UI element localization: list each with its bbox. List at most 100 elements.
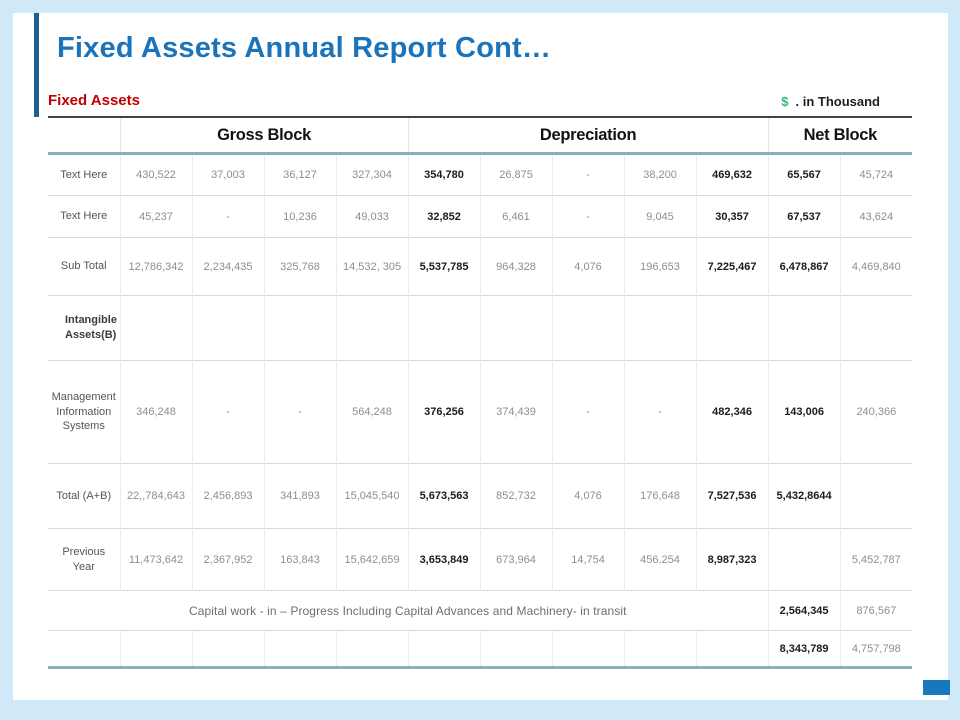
- table-cell: 6,478,867: [767, 237, 841, 296]
- table-cell: 9,045: [623, 195, 697, 238]
- table-cell: 37,003: [191, 153, 264, 196]
- table-cell: 8,987,323: [695, 528, 769, 591]
- row-label-cell: Intangible Assets(B): [48, 295, 120, 361]
- table-cell: [119, 630, 192, 669]
- table-cell: 38,200: [623, 153, 697, 196]
- table-cell: [839, 463, 913, 529]
- table-group-header: Gross Block: [119, 116, 409, 155]
- currency-note: $ . in Thousand: [781, 94, 912, 109]
- merged-caption-cell: Capital work - in – Progress Including C…: [48, 590, 769, 631]
- table-cell: [623, 295, 697, 361]
- table-row: Intangible Assets(B): [48, 295, 913, 361]
- table-header: Gross Block Depreciation Net Block: [48, 116, 913, 155]
- table-cell: 32,852: [407, 195, 481, 238]
- table-cell: 8,343,789: [767, 630, 841, 669]
- table-cell: 4,076: [551, 237, 625, 296]
- table-cell: 6,461: [479, 195, 553, 238]
- table-cell: 5,432,8644: [767, 463, 841, 529]
- row-label-cell: [48, 630, 120, 669]
- table-cell: [263, 630, 336, 669]
- table-cell: 354,780: [407, 153, 481, 196]
- table-row: Capital work - in – Progress Including C…: [48, 590, 913, 631]
- table-caption-row: Fixed Assets $ . in Thousand: [48, 92, 912, 109]
- table-cell: 2,564,345: [767, 590, 841, 631]
- table-cell: 7,527,536: [695, 463, 769, 529]
- table-cell: 10,236: [263, 195, 336, 238]
- table-cell: [335, 630, 409, 669]
- table-cell: 4,076: [551, 463, 625, 529]
- table-cell: 43,624: [839, 195, 913, 238]
- table-cell: [551, 630, 625, 669]
- table-cell: -: [191, 195, 264, 238]
- table-cell: [479, 295, 553, 361]
- table-cell: 5,537,785: [407, 237, 481, 296]
- table-cell: [335, 295, 409, 361]
- table-cell: 564,248: [335, 360, 409, 464]
- table-row: Text Here 45,237-10,236 49,033 32,852 6,461-…: [48, 195, 913, 238]
- table-row: Total (A+B) 22,,784,643 2,456,893 341,893 15…: [48, 463, 913, 529]
- table-cell: 176,648: [623, 463, 697, 529]
- table-row: Management Information Systems 346,248- -5…: [48, 360, 913, 464]
- table-row: Previous Year 11,473,642 2,367,952 163,843 1…: [48, 528, 913, 591]
- table-cell: [767, 528, 841, 591]
- table-cell: 376,256: [407, 360, 481, 464]
- table-cell: 67,537: [767, 195, 841, 238]
- table-cell: 240,366: [839, 360, 913, 464]
- table-cell: 341,893: [263, 463, 336, 529]
- row-label-cell: Total (A+B): [48, 463, 120, 529]
- table-cell: [695, 630, 769, 669]
- table-cell: -: [263, 360, 336, 464]
- table-cell: [407, 295, 481, 361]
- table-cell: [623, 630, 697, 669]
- table-cell: 852,732: [479, 463, 553, 529]
- table-cell: 30,357: [695, 195, 769, 238]
- table-body: Text Here 430,522 37,003 36,127 327,304 354,7…: [48, 153, 913, 669]
- table-cell: -: [551, 360, 625, 464]
- table-cell: [191, 630, 264, 669]
- table-cell: -: [551, 153, 625, 196]
- table-cell: 456.254: [623, 528, 697, 591]
- table-group-header: Net Block: [767, 116, 913, 155]
- table-cell: [407, 630, 481, 669]
- table-cell: 14,754: [551, 528, 625, 591]
- section-title: Fixed Assets: [48, 92, 140, 109]
- table-cell: 45,237: [119, 195, 192, 238]
- table-cell: 163,843: [263, 528, 336, 591]
- fixed-assets-table: Gross Block Depreciation Net Block Text He…: [48, 116, 913, 669]
- table-cell: 143,006: [767, 360, 841, 464]
- table-cell: 430,522: [119, 153, 192, 196]
- dollar-sign: $: [781, 94, 789, 109]
- table-cell: [695, 295, 769, 361]
- row-label-cell: Text Here: [48, 153, 120, 196]
- table-cell: 45,724: [839, 153, 913, 196]
- table-cell: 2,234,435: [191, 237, 264, 296]
- table-cell: [263, 295, 336, 361]
- currency-note-text: . in Thousand: [795, 94, 881, 109]
- table-cell: 876,567: [839, 590, 913, 631]
- table-cell: 4,757,798: [839, 630, 913, 669]
- row-label-cell: Text Here: [48, 195, 120, 238]
- row-label-cell: Sub Total: [48, 237, 120, 296]
- table-cell: 4,469,840: [839, 237, 913, 296]
- row-label-cell: Previous Year: [48, 528, 120, 591]
- table-cell: [551, 295, 625, 361]
- table-cell: 36,127: [263, 153, 336, 196]
- table-cell: [479, 630, 553, 669]
- table-cell: 2,367,952: [191, 528, 264, 591]
- table-cell: 49,033: [335, 195, 409, 238]
- table-cell: 346,248: [119, 360, 192, 464]
- table-cell: [191, 295, 264, 361]
- table-cell: 14,532, 305: [335, 237, 409, 296]
- table-cell: 5,452,787: [839, 528, 913, 591]
- table-cell: [119, 295, 192, 361]
- table-cell: -: [551, 195, 625, 238]
- table-cell: 7,225,467: [695, 237, 769, 296]
- table-cell: 964,328: [479, 237, 553, 296]
- table-cell: 325,768: [263, 237, 336, 296]
- table-row: 8,343,789 4,757,798: [48, 630, 913, 669]
- table-header-row: Gross Block Depreciation Net Block: [48, 116, 913, 155]
- table-cell: [767, 295, 841, 361]
- table-cell: 196,653: [623, 237, 697, 296]
- table-cell: 12,786,342: [119, 237, 192, 296]
